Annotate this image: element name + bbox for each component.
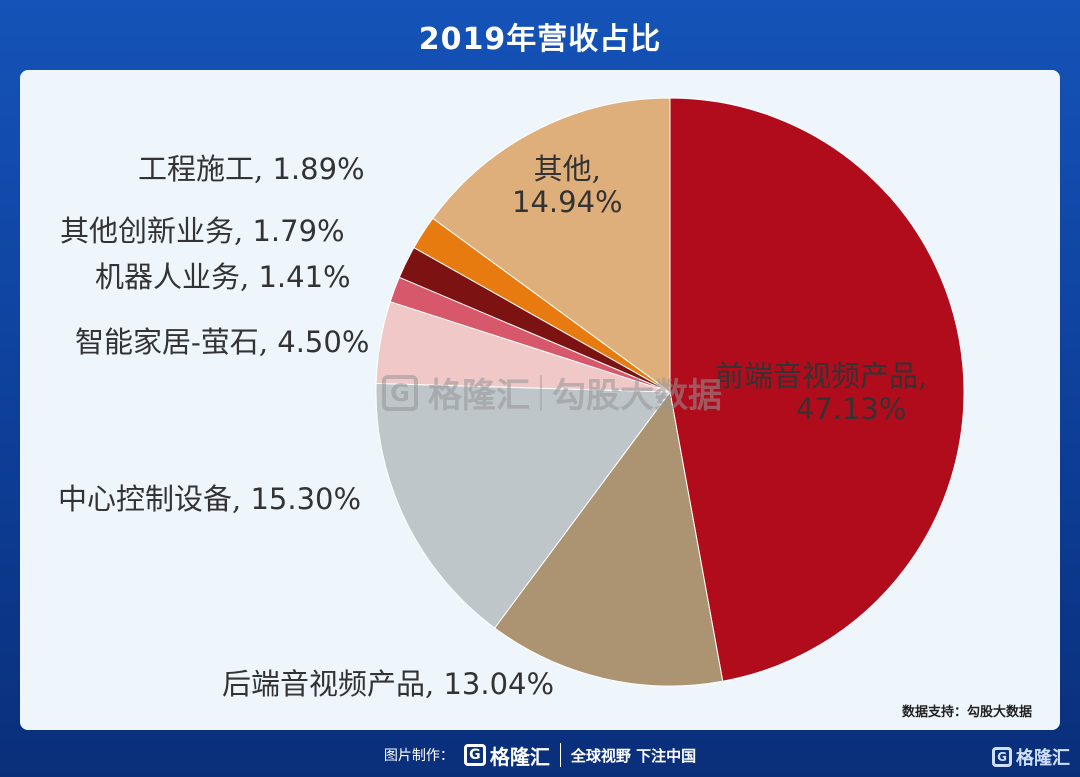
footer-divider — [559, 743, 561, 767]
slice-label-1: 后端音视频产品 — [222, 667, 426, 701]
footer-made-by: 图片制作： — [383, 748, 454, 764]
pie-chart — [375, 97, 965, 687]
slice-label-4: 机器人业务 — [95, 260, 241, 294]
label-后端音视频产品: 后端音视频产品, 13.04% — [222, 667, 555, 701]
watermark-brand: 格隆汇 — [428, 376, 530, 416]
label-工程施工: 工程施工, 1.89% — [138, 152, 365, 186]
g-logo-icon: G — [463, 744, 486, 766]
pie-slice-7 — [432, 97, 671, 393]
slice-label-2: 中心控制设备 — [58, 482, 233, 516]
slice-label-5: 其他创新业务 — [60, 214, 235, 248]
slice-value-2: 15.30% — [250, 482, 362, 516]
label-前端音视频产品: 前端音视频产品, 47.13% — [715, 359, 928, 427]
chart-panel: 前端音视频产品, 47.13% 后端音视频产品, 13.04% 中心控制设备, … — [20, 70, 1060, 730]
label-其他: 其他, 14.94% — [512, 152, 623, 220]
footer-logo: G 格隆汇 — [463, 741, 550, 770]
watermark-divider — [540, 374, 542, 411]
footer-slogan: 全球视野 下注中国 — [570, 746, 697, 765]
slice-value-7: 14.94% — [512, 185, 623, 220]
footer-brand: 格隆汇 — [489, 744, 550, 769]
pie-slice-0 — [669, 97, 965, 682]
corner-brand: 格隆汇 — [1016, 748, 1070, 769]
slice-value-4: 1.41% — [258, 260, 351, 294]
label-其他创新业务: 其他创新业务, 1.79% — [60, 214, 345, 248]
g-logo-icon: G — [992, 747, 1012, 767]
watermark: G 格隆汇 勾股大数据 — [382, 368, 722, 417]
slice-label-0: 前端音视频产品 — [715, 359, 919, 393]
slice-label-3: 智能家居-萤石 — [75, 325, 259, 359]
slice-value-3: 4.50% — [277, 325, 370, 359]
label-智能家居-萤石: 智能家居-萤石, 4.50% — [75, 325, 370, 359]
label-机器人业务: 机器人业务, 1.41% — [95, 260, 351, 294]
slice-label-7: 其他 — [533, 152, 592, 186]
slice-value-5: 1.79% — [252, 214, 345, 248]
footer: 图片制作： G 格隆汇 全球视野 下注中国 — [0, 738, 1080, 772]
label-中心控制设备: 中心控制设备, 15.30% — [58, 482, 362, 516]
slice-value-0: 47.13% — [795, 392, 907, 427]
corner-logo: G 格隆汇 — [992, 744, 1070, 770]
pie-slice-1 — [493, 390, 724, 687]
pie-slice-2 — [375, 382, 671, 629]
watermark-text: 勾股大数据 — [552, 376, 722, 416]
g-logo-icon: G — [382, 374, 418, 411]
source-note: 数据支持：勾股大数据 — [901, 705, 1032, 720]
slice-value-6: 1.89% — [272, 152, 365, 186]
page-title: 2019年营收占比 — [418, 22, 662, 57]
slice-label-6: 工程施工 — [138, 152, 255, 186]
slice-value-1: 13.04% — [443, 667, 555, 701]
